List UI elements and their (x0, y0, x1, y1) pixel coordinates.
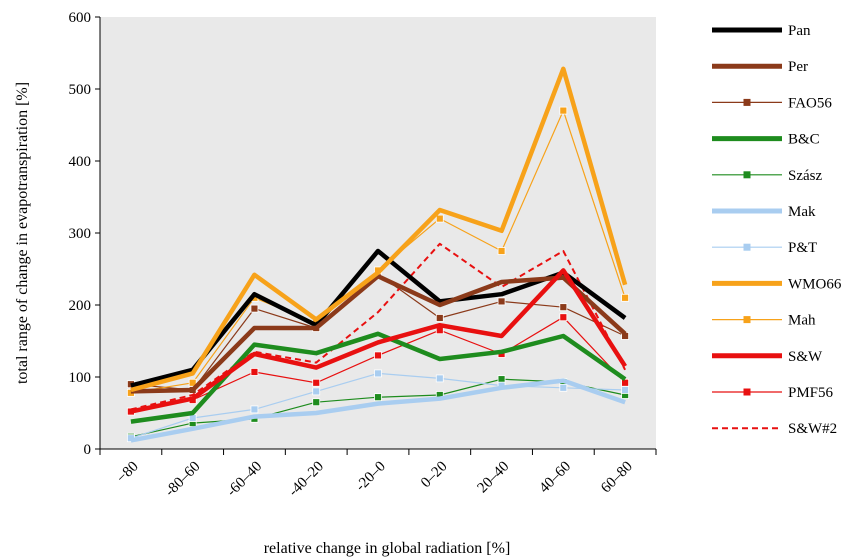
legend-entry-pan: Pan (712, 23, 811, 39)
series-sandw-2 (130, 242, 626, 411)
series-line-mak (130, 378, 626, 443)
data-point (435, 374, 444, 383)
legend-marker (743, 316, 751, 324)
y-axis-label: total range of change in evapotranspirat… (14, 82, 31, 384)
data-point (559, 106, 568, 115)
x-axis-label: relative change in global radiation [%] (264, 540, 511, 557)
data-point (250, 368, 259, 376)
x-tick-label: 0–20 (418, 459, 451, 492)
legend-entry-bandc: B&C (712, 132, 820, 148)
data-point (621, 386, 630, 394)
data-point (374, 369, 382, 378)
legend-label: S&W#2 (788, 421, 837, 437)
data-point (435, 314, 444, 322)
series-bandc (130, 331, 627, 424)
x-tick-label: -40–20 (286, 459, 327, 500)
legend-marker (743, 243, 751, 251)
data-point (559, 313, 568, 322)
data-point (188, 378, 197, 387)
legend: Pan Per FAO56 B&C Szász Mak P&T WMO66 Mah S&W PMF5… (712, 23, 842, 437)
legend-entry-sz-sz: Szász (712, 168, 822, 184)
legend-entry-fao56: FAO56 (712, 95, 832, 111)
legend-entry-sandw-2: S&W#2 (712, 421, 837, 437)
data-point (374, 351, 382, 360)
series-per (130, 273, 627, 394)
data-point (435, 214, 444, 223)
data-point (497, 375, 506, 384)
y-tick-label: 600 (69, 10, 92, 26)
legend-entry-sandw: S&W (712, 349, 823, 365)
y-ticks: 0 100 200 300 400 500 600 (69, 10, 100, 458)
data-point (250, 304, 259, 313)
x-tick-label: 40–60 (536, 459, 574, 497)
legend-marker (743, 98, 751, 106)
series-sandw (130, 268, 627, 414)
legend-label: Mah (788, 313, 816, 329)
data-point (374, 393, 382, 402)
x-tick-label: -20–0 (353, 459, 389, 495)
y-tick-label: 100 (69, 370, 92, 386)
x-ticks: −80 -80–60 -60–40 -40–20 -20–0 0–20 20–40 40–60… (99, 449, 657, 500)
legend-entry-wmo66: WMO66 (712, 276, 842, 292)
series-mak (130, 378, 626, 443)
legend-marker (743, 388, 751, 396)
data-point (559, 303, 568, 312)
y-tick-label: 300 (69, 226, 92, 242)
legend-entry-mak: Mak (712, 204, 816, 220)
legend-label: Pan (788, 23, 811, 39)
data-point (312, 378, 321, 387)
series-line-sandw (130, 268, 627, 414)
x-tick-label: -60–40 (224, 459, 265, 500)
legend-label: WMO66 (788, 276, 842, 292)
x-tick-label: 60–80 (598, 459, 636, 497)
legend-label: B&C (788, 132, 820, 148)
legend-entry-per: Per (712, 59, 808, 75)
legend-label: Per (788, 59, 808, 75)
x-tick-label: 20–40 (475, 459, 513, 497)
legend-label: Szász (788, 168, 822, 184)
legend-label: FAO56 (788, 95, 832, 111)
y-tick-label: 400 (69, 154, 92, 170)
series-line-wmo66 (130, 66, 628, 393)
legend-entry-pmf56: PMF56 (712, 385, 834, 401)
data-point (497, 247, 506, 255)
data-point (621, 293, 630, 302)
x-tick-label: −80 (114, 459, 142, 487)
series-wmo66 (130, 66, 628, 393)
y-tick-label: 0 (84, 442, 92, 458)
legend-label: S&W (788, 349, 823, 365)
series-line-per (130, 273, 627, 394)
legend-label: PMF56 (788, 385, 834, 401)
legend-entry-pandt: P&T (712, 240, 817, 256)
data-point (497, 297, 506, 306)
series-line-bandc (130, 331, 627, 424)
series-layer (126, 66, 630, 443)
legend-entry-mah: Mah (712, 313, 816, 329)
series-line-sandw-2 (130, 242, 626, 411)
data-point (250, 405, 259, 414)
legend-label: P&T (788, 240, 817, 256)
data-point (312, 387, 321, 396)
legend-marker (743, 171, 751, 179)
y-tick-label: 200 (69, 298, 92, 314)
y-tick-label: 500 (69, 82, 92, 98)
data-point (312, 398, 321, 407)
data-point (559, 383, 568, 392)
data-point (621, 378, 630, 387)
legend-label: Mak (788, 204, 816, 220)
x-tick-label: -80–60 (162, 459, 203, 500)
